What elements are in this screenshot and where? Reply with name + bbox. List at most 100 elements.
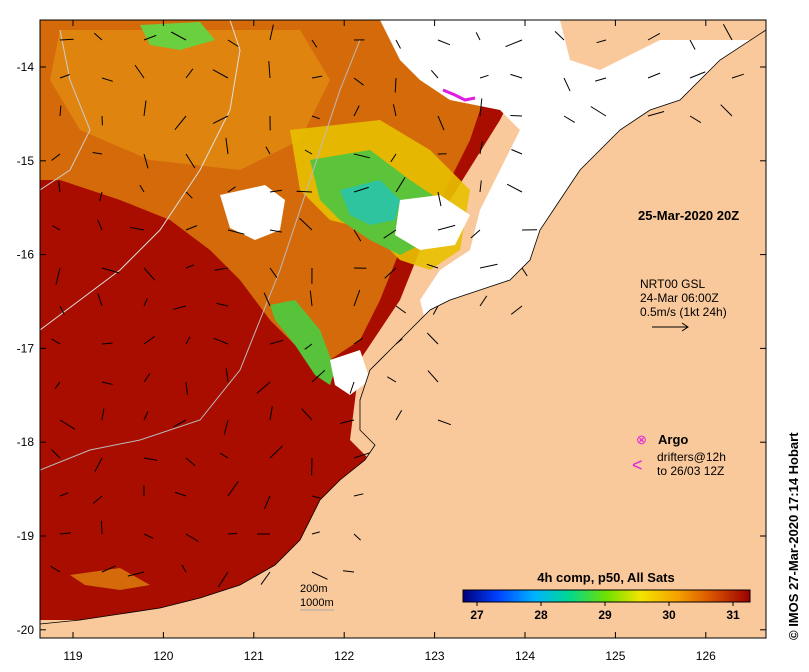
current-label-2: 24-Mar 06:00Z	[640, 291, 719, 305]
colorbar-title: 4h comp, p50, All Sats	[537, 570, 675, 585]
current-arrow	[223, 419, 229, 435]
current-arrow	[100, 520, 103, 535]
current-arrow	[269, 339, 284, 345]
current-arrow	[479, 74, 489, 79]
current-arrow	[301, 408, 313, 421]
ocean-amber-region	[50, 30, 330, 170]
current-arrow	[185, 381, 188, 395]
current-arrow	[353, 105, 360, 117]
colorbar-tick-label: 29	[598, 608, 612, 622]
current-arrow	[311, 369, 326, 383]
current-arrow	[181, 564, 187, 573]
current-arrow	[99, 191, 103, 202]
current-arrow	[353, 229, 362, 242]
current-arrow	[521, 267, 528, 277]
current-arrow	[505, 39, 523, 48]
current-arrow	[432, 305, 439, 315]
current-arrow	[173, 419, 187, 428]
current-arrow	[97, 219, 103, 231]
current-arrow	[311, 115, 320, 120]
current-arrow	[511, 149, 523, 155]
map-plot-area	[40, 20, 766, 638]
current-arrow	[101, 381, 113, 385]
current-arrow	[256, 381, 271, 394]
current-arrow	[311, 571, 328, 580]
current-arrow	[722, 24, 733, 41]
current-arrow	[54, 381, 61, 389]
current-arrow	[92, 495, 103, 504]
overlay-date: 25-Mar-2020 20Z	[638, 208, 739, 223]
current-arrow	[227, 533, 237, 535]
current-arrow	[479, 98, 483, 117]
current-arrow	[143, 533, 154, 539]
current-arrow	[510, 73, 523, 79]
current-arrow	[143, 100, 147, 117]
current-arrow	[387, 376, 397, 383]
current-arrow	[554, 31, 565, 41]
current-arrow	[212, 115, 229, 124]
current-arrow	[563, 77, 571, 92]
current-arrow	[596, 39, 607, 44]
current-arrow	[437, 115, 445, 131]
depth-200-label: 200m	[300, 583, 328, 595]
ocean-green-strip	[270, 300, 335, 385]
current-arrow	[51, 338, 61, 345]
current-arrows	[50, 24, 744, 588]
colorbar-tick-label: 31	[726, 608, 740, 622]
current-arrow	[437, 39, 451, 46]
current-arrow	[269, 406, 273, 421]
current-arrow	[59, 419, 76, 430]
current-arrow	[130, 226, 145, 231]
current-arrow	[212, 69, 229, 79]
current-arrow	[510, 115, 523, 117]
current-arrow	[263, 292, 271, 307]
current-arrow	[269, 229, 283, 233]
current-arrow	[101, 565, 116, 573]
current-arrow	[94, 457, 103, 472]
y-tick-label: -17	[17, 341, 35, 355]
bathymetry-contour-west	[40, 29, 91, 191]
current-arrow	[59, 305, 65, 315]
current-arrow	[173, 305, 187, 310]
current-arrow	[437, 224, 456, 231]
current-arrow	[437, 419, 451, 426]
current-arrow	[227, 186, 236, 193]
current-arrow	[59, 532, 72, 535]
australia-coast	[40, 29, 766, 638]
current-arrow	[595, 77, 607, 82]
current-arrow	[93, 32, 103, 41]
current-arrow	[689, 71, 706, 79]
legend-drifters-1: drifters@12h	[657, 450, 726, 464]
current-arrow	[395, 39, 401, 49]
current-arrow	[50, 565, 61, 573]
current-arrow	[59, 105, 62, 117]
current-arrow	[427, 370, 439, 383]
current-arrow	[55, 267, 61, 285]
current-arrow	[170, 31, 187, 41]
current-arrow	[395, 177, 406, 193]
current-arrow	[143, 373, 151, 383]
current-arrow	[174, 491, 187, 497]
current-arrow	[353, 77, 364, 86]
current-arrow	[475, 32, 481, 41]
current-arrow	[268, 61, 271, 79]
current-arrow	[59, 74, 70, 79]
colorbar-tick-label: 30	[662, 608, 676, 622]
current-arrow	[227, 229, 245, 235]
y-tick-label: -14	[17, 60, 35, 74]
current-arrow	[143, 411, 149, 421]
current-arrow	[395, 338, 403, 345]
current-arrow	[304, 149, 313, 155]
current-label-3: 0.5m/s (1kt 24h)	[640, 305, 727, 319]
current-arrow	[269, 189, 283, 193]
x-tick-label: 126	[696, 649, 716, 663]
current-arrow	[213, 337, 229, 345]
current-arrow	[647, 32, 661, 41]
cloud-region-west	[220, 185, 285, 240]
current-arrow	[384, 267, 397, 279]
current-arrow	[647, 111, 665, 117]
current-arrow	[299, 217, 313, 231]
ocean-orange-sw	[70, 568, 150, 590]
current-arrow	[392, 104, 397, 117]
argo-symbol-icon: ⊗	[636, 432, 647, 447]
